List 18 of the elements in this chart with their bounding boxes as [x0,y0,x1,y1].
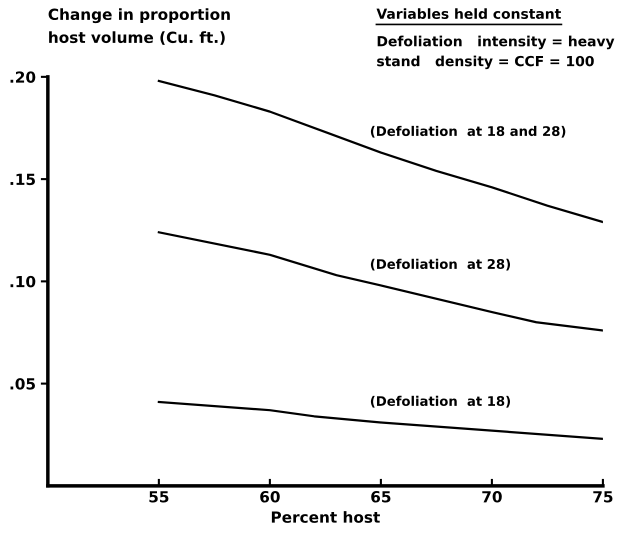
text: Variables held constant [376,8,561,19]
x-axis-title: Percent host [272,511,380,523]
x-tick-label: 70 [482,490,502,503]
x-tick-label: 75 [593,491,612,503]
x-tick-label: 55 [149,491,168,503]
text: Defoliation intensity = heavy stand density = CCF = 100 [377,36,614,70]
y-tick-label: .05 [10,378,35,390]
series-label: (Defoliation at 18 and 28) [370,126,566,138]
y-tick-label: .10 [10,276,36,288]
y-tick-label: .20 [10,71,36,83]
y-tick-label: .15 [10,174,35,186]
line-series [158,80,603,224]
y-axis-title: Change in proportion host volume (Cu. ft.) [48,8,230,45]
series-label: (Defoliation at 28) [370,258,510,271]
series-label: (Defoliation at 18) [370,396,510,408]
x-tick-label: 60 [260,490,280,503]
x-tick-label: 65 [371,491,390,503]
line-series [158,231,603,332]
